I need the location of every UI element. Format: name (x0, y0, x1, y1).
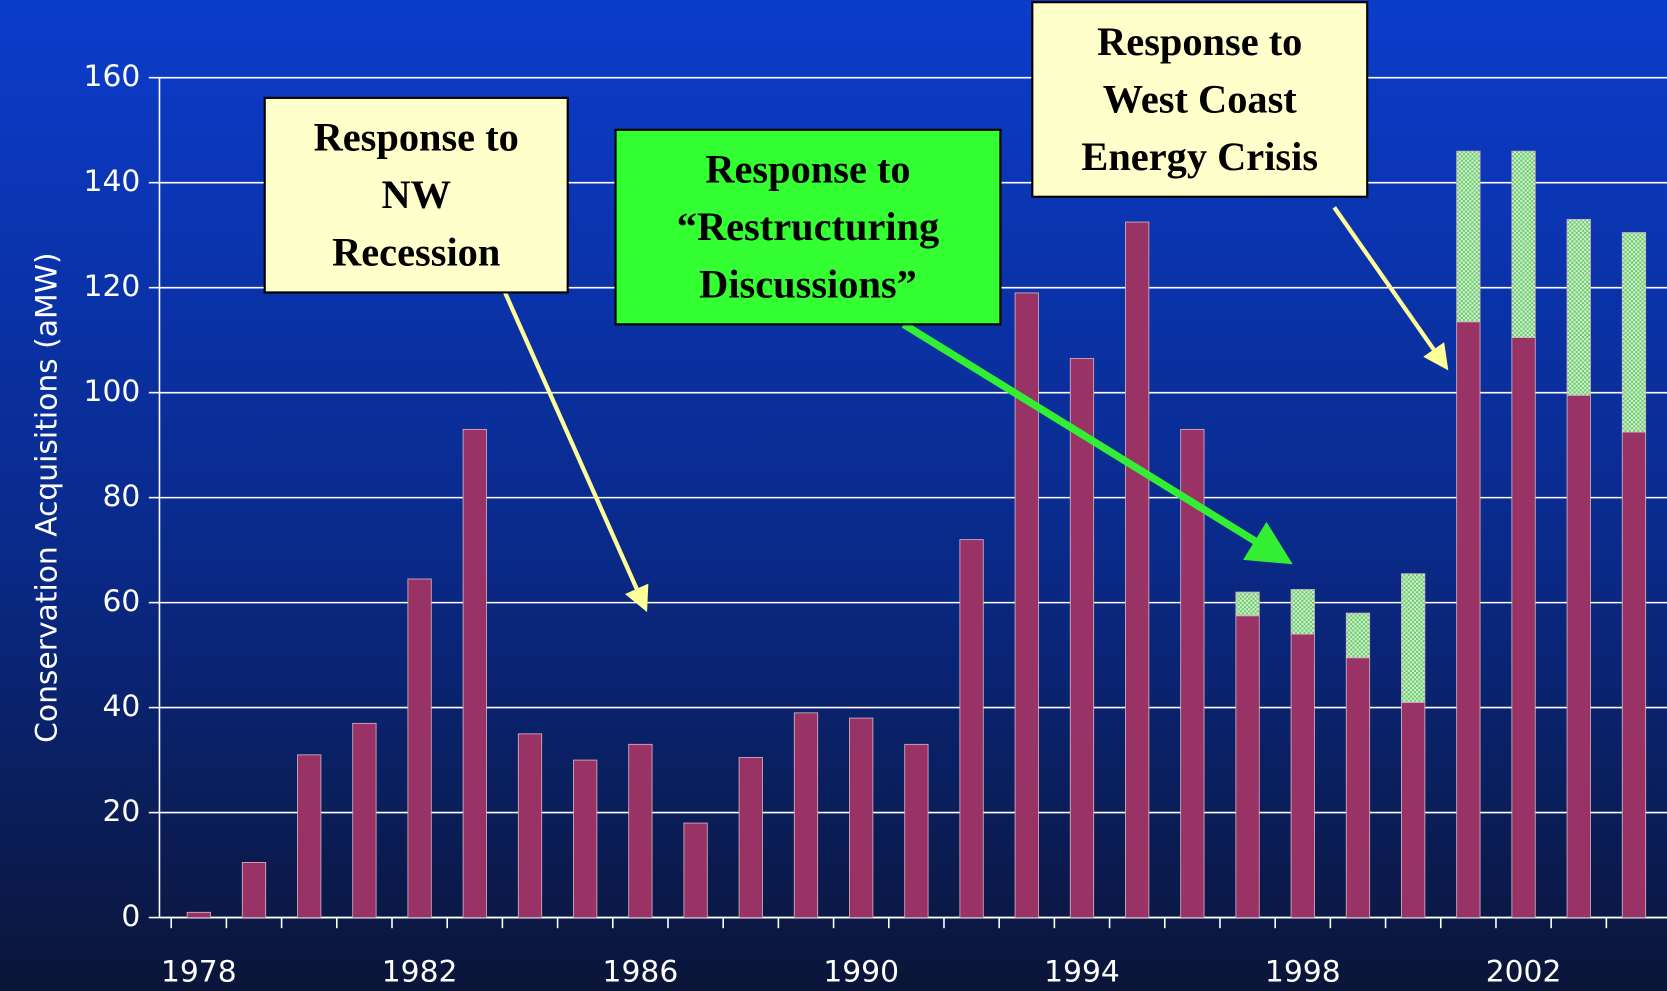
y-tick-label: 20 (102, 794, 140, 829)
annotation-text: Energy Crisis (1081, 134, 1318, 179)
bar-segment (241, 862, 267, 918)
bar-segment (1235, 591, 1260, 617)
annotation-text: Response to (314, 115, 519, 160)
annotation-text: Response to (705, 147, 910, 192)
bar-segment (1401, 573, 1426, 703)
bar-segment (1290, 589, 1315, 635)
annotation-text: Recession (332, 230, 500, 275)
bar-segment (1621, 431, 1647, 918)
y-axis-label: Conservation Acquisitions (aMW) (29, 252, 64, 743)
bar-segment (959, 539, 984, 918)
annotation-text: West Coast (1103, 76, 1298, 121)
bar-segment (1511, 150, 1536, 338)
bar-segment (1401, 701, 1426, 918)
bar-segment (1014, 292, 1039, 918)
y-tick-label: 160 (84, 59, 141, 94)
bar-segment (1290, 633, 1315, 918)
x-tick-label: 2002 (1486, 954, 1562, 989)
bar-segment (573, 759, 598, 918)
bar-segment (407, 578, 432, 918)
x-tick-label: 1986 (603, 954, 679, 989)
bar-segment (1511, 337, 1536, 918)
annotation-text: NW (381, 172, 451, 217)
bar-segment (1345, 657, 1371, 918)
annotation-box (1031, 1, 1369, 198)
x-tick-label: 1982 (382, 954, 458, 989)
annotation-arrow (503, 291, 649, 613)
x-tick-label: 1990 (823, 954, 899, 989)
bar-segment (1566, 394, 1591, 918)
x-tick-label: 1998 (1265, 954, 1341, 989)
x-tick-label: 1994 (1044, 954, 1120, 989)
annotation-text: Discussions” (699, 261, 917, 306)
bar-segment (1566, 218, 1591, 396)
bar-segment (1069, 358, 1095, 918)
bar-segment (1125, 221, 1150, 918)
bar-segment (683, 822, 708, 918)
y-tick-label: 0 (121, 899, 140, 934)
bar-segment (904, 743, 929, 918)
y-tick-label: 100 (84, 374, 141, 409)
y-tick-label: 60 (102, 584, 140, 619)
annotation-box (263, 96, 569, 294)
bar-segment (517, 733, 543, 918)
bar-segment (186, 911, 211, 918)
annotation-arrow (901, 321, 1293, 565)
bar-segment (628, 743, 653, 918)
bar-segment (1456, 321, 1481, 918)
bar-segment (793, 712, 819, 918)
bar-segment (1621, 232, 1647, 433)
x-tick-label: 1978 (161, 954, 237, 989)
bar-segment (1456, 150, 1481, 323)
annotation-box (614, 128, 1002, 326)
bar-segment (738, 757, 763, 918)
y-tick-label: 140 (84, 164, 141, 199)
bar-segment (462, 428, 487, 918)
bar-segment (1235, 615, 1260, 918)
annotation-text: “Restructuring (677, 204, 939, 249)
y-tick-label: 40 (102, 689, 140, 724)
bar-segment (352, 722, 377, 918)
bar-segment (1345, 612, 1371, 659)
y-tick-label: 80 (102, 479, 140, 514)
bar-segment (849, 717, 874, 918)
bar-segment (297, 754, 322, 918)
y-tick-label: 120 (84, 269, 141, 304)
annotation-arrow (1332, 206, 1449, 371)
annotation-text: Response to (1097, 19, 1302, 64)
bar-segment (1180, 428, 1205, 918)
